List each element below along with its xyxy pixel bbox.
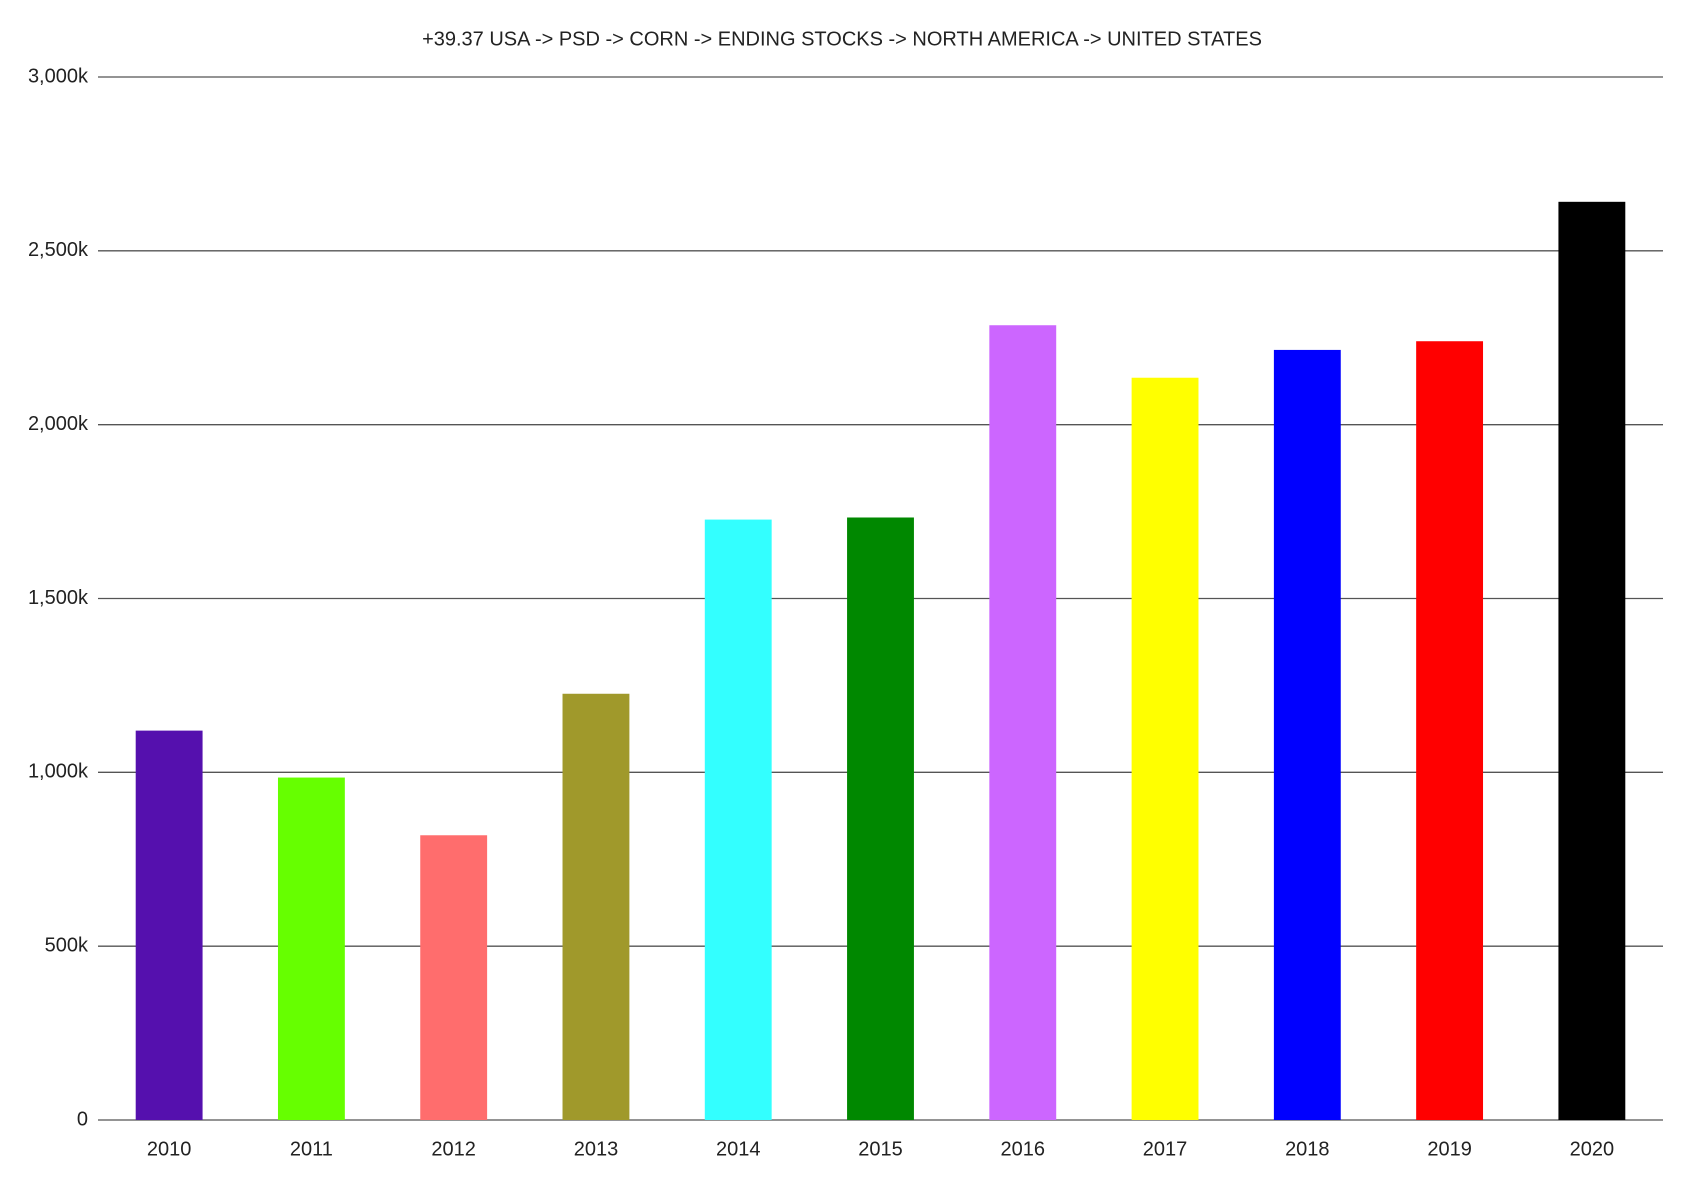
bar xyxy=(1131,377,1199,1120)
y-tick-label: 1,000k xyxy=(28,761,89,783)
x-tick-label: 2013 xyxy=(574,1138,619,1160)
x-tick-label: 2011 xyxy=(290,1138,333,1160)
x-tick-label: 2012 xyxy=(431,1138,476,1160)
bar xyxy=(277,777,345,1120)
bar xyxy=(1273,349,1341,1120)
x-tick-label: 2018 xyxy=(1285,1138,1330,1160)
bar xyxy=(135,730,203,1120)
x-tick-label: 2017 xyxy=(1143,1138,1188,1160)
bar xyxy=(420,835,488,1120)
x-tick-label: 2010 xyxy=(147,1138,192,1160)
y-tick-label: 0 xyxy=(77,1108,88,1130)
x-tick-label: 2015 xyxy=(858,1138,903,1160)
x-tick-label: 2016 xyxy=(1001,1138,1046,1160)
bar xyxy=(847,517,914,1120)
chart-title: +39.37 USA -> PSD -> CORN -> ENDING STOC… xyxy=(422,28,1262,50)
bar xyxy=(704,519,772,1120)
y-tick-label: 3,000k xyxy=(28,65,89,87)
y-tick-label: 2,000k xyxy=(28,413,89,435)
y-tick-label: 1,500k xyxy=(28,587,89,609)
bar xyxy=(1416,341,1484,1120)
y-tick-label: 2,500k xyxy=(28,239,89,261)
x-tick-label: 2020 xyxy=(1570,1138,1615,1160)
y-tick-label: 500k xyxy=(45,934,89,956)
bar xyxy=(562,693,630,1120)
bar xyxy=(989,325,1057,1120)
bar xyxy=(1558,201,1626,1121)
x-tick-label: 2014 xyxy=(716,1138,761,1160)
x-tick-label: 2019 xyxy=(1427,1138,1472,1160)
